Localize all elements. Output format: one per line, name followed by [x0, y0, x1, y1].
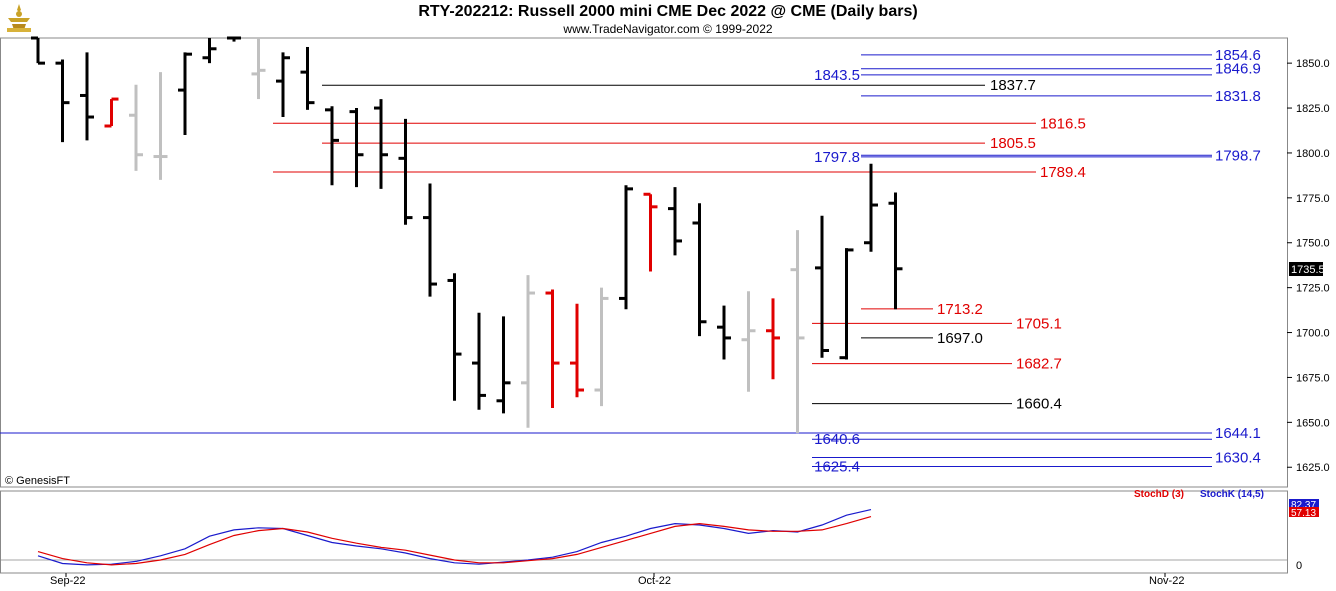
osc-value-badge	[1289, 507, 1319, 517]
osc-value-label: 82.37	[1291, 500, 1316, 511]
level-label: 1713.2	[937, 301, 983, 318]
ohlc-bar	[447, 273, 462, 401]
level-label: 1644.1	[1215, 425, 1261, 442]
y-tick-label: 1725.0	[1296, 283, 1330, 295]
level-label: 1798.7	[1215, 147, 1261, 164]
ohlc-bar	[888, 192, 903, 310]
last-price-label: 1735.5	[1291, 264, 1325, 276]
ohlc-bar	[839, 248, 854, 360]
y-tick-label: 1825.0	[1296, 103, 1330, 115]
chart-header: RTY-202212: Russell 2000 mini CME Dec 20…	[0, 0, 1336, 38]
x-tick-label: Sep-22	[50, 575, 85, 587]
ohlc-bar	[374, 99, 388, 189]
y-tick-label: 1800.0	[1296, 148, 1330, 160]
ohlc-bar	[178, 52, 192, 135]
ohlc-bar	[31, 36, 45, 65]
y-tick-label: 1750.0	[1296, 238, 1330, 250]
legend-stochd: StochD (3)	[1134, 489, 1184, 500]
y-tick-label: 1675.0	[1296, 372, 1330, 384]
ohlc-bar	[202, 38, 217, 64]
ohlc-bar	[815, 215, 829, 358]
ohlc-bar	[300, 46, 315, 110]
y-tick-label: 1700.0	[1296, 328, 1330, 340]
y-tick-label: 1775.0	[1296, 193, 1330, 205]
last-price-marker: 1735.5	[1289, 262, 1325, 276]
ohlc-bar	[153, 72, 168, 180]
ohlc-bar	[349, 108, 364, 188]
level-label: 1854.6	[1215, 47, 1261, 64]
copyright-label: © GenesisFT	[5, 475, 70, 487]
level-label: 1816.5	[1040, 115, 1086, 132]
x-tick-label: Oct-22	[638, 575, 671, 587]
level-label: 1705.1	[1016, 315, 1062, 332]
ohlc-bar	[766, 298, 780, 380]
ohlc-bar	[129, 84, 143, 171]
ohlc-bar	[227, 36, 241, 42]
main-plot-border	[0, 37, 1288, 488]
oscillator-border	[0, 490, 1288, 574]
ohlc-bar	[521, 275, 535, 428]
level-label: 1697.0	[937, 330, 983, 347]
chart-title: RTY-202212: Russell 2000 mini CME Dec 20…	[418, 3, 918, 20]
price-axis: 1850.0 1825.0 1800.0 1775.0 1750.0 1725.0 1700…	[1287, 58, 1330, 474]
ohlc-bar	[717, 305, 731, 360]
ohlc-bar	[104, 97, 119, 128]
ohlc-bar	[643, 192, 658, 272]
ohlc-bar	[496, 316, 511, 414]
level-label: 1660.4	[1016, 396, 1062, 413]
ohlc-bar	[692, 203, 707, 337]
x-tick-label: Nov-22	[1149, 575, 1184, 587]
ohlc-bar	[668, 187, 682, 256]
chart-subtitle: www.TradeNavigator.com © 1999-2022	[563, 22, 773, 36]
ohlc-bar	[545, 289, 560, 408]
level-label: 1843.5	[814, 67, 860, 84]
ohlc-bar	[276, 52, 290, 118]
y-tick-label: 1850.0	[1296, 58, 1330, 70]
level-label: 1630.4	[1215, 450, 1261, 467]
y-tick-label: 1650.0	[1296, 417, 1330, 429]
legend-stochk: StochK (14,5)	[1200, 489, 1264, 500]
ohlc-bar	[864, 163, 878, 252]
stochd-line	[37, 516, 872, 566]
level-label: 1846.9	[1215, 61, 1261, 78]
level-label: 1805.5	[990, 135, 1036, 152]
level-label: 1837.7	[990, 77, 1036, 94]
level-label: 1797.8	[814, 149, 860, 166]
main-panel-frame	[0, 37, 1288, 488]
ohlc-bar	[741, 291, 756, 392]
ohlc-bars	[31, 36, 903, 434]
ohlc-bar	[570, 303, 584, 398]
osc-tick-label: 0	[1296, 560, 1302, 572]
level-label: 1625.4	[814, 459, 860, 476]
ohlc-bar	[80, 52, 94, 141]
genesis-logo-icon	[7, 4, 31, 32]
y-tick-label: 1625.0	[1296, 462, 1330, 474]
ohlc-bar	[619, 185, 633, 310]
level-label: 1789.4	[1040, 164, 1086, 181]
ohlc-bar	[790, 230, 805, 434]
level-label: 1682.7	[1016, 356, 1062, 373]
date-axis: Sep-22 Oct-22 Nov-22	[50, 573, 1184, 587]
osc-value-label: 57.13	[1291, 508, 1316, 519]
ohlc-bar	[251, 38, 266, 100]
ohlc-bar	[325, 106, 339, 186]
ohlc-bar	[472, 312, 486, 410]
level-label: 1831.8	[1215, 88, 1261, 105]
ohlc-bar	[423, 183, 437, 297]
stochk-line	[37, 509, 872, 566]
level-label: 1640.6	[814, 431, 860, 448]
ohlc-bar	[55, 59, 70, 143]
ohlc-bar	[594, 287, 609, 407]
osc-value-badge	[1289, 499, 1319, 509]
ohlc-bar	[398, 118, 413, 225]
